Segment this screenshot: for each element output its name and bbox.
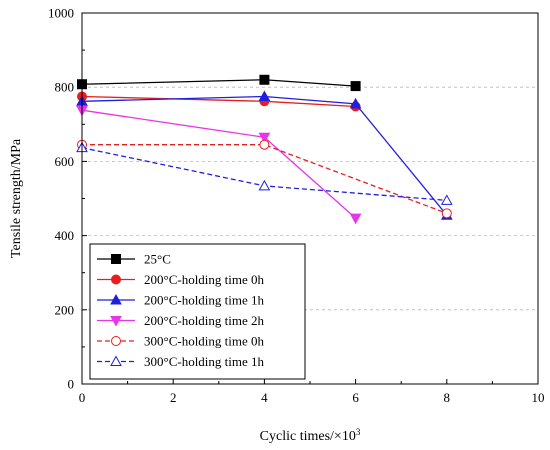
series-line-1 [81, 79, 356, 87]
legend-marker-5 [111, 336, 121, 346]
legend-label-3: 200°C-holding time 1h [144, 293, 265, 308]
y-tick-label-0: 0 [68, 377, 75, 392]
series-line-3 [81, 95, 448, 216]
data-point-s3-x4 [258, 90, 271, 101]
legend-box [89, 243, 306, 380]
data-point-s4-x4 [258, 132, 271, 144]
data-point-s5-x4 [259, 139, 270, 150]
x-tick-label-4: 4 [261, 390, 268, 405]
series-layer [76, 74, 453, 225]
legend-label-5: 300°C-holding time 0h [144, 334, 265, 349]
data-point-s3-x6 [349, 97, 362, 109]
x-tick-label-10: 10 [532, 390, 545, 405]
series-2 [77, 91, 361, 112]
legend-label-6: 300°C-holding time 1h [144, 354, 265, 369]
legend-marker-1 [111, 254, 121, 264]
legend-label-2: 200°C-holding time 0h [144, 272, 265, 287]
legend-marker-6 [110, 355, 122, 366]
series-3 [76, 90, 453, 220]
x-tick-label-2: 2 [170, 390, 177, 405]
series-4 [76, 105, 362, 225]
y-axis-title: Tensile strength/MPa [9, 138, 24, 258]
y-tick-label-200: 200 [55, 302, 75, 317]
data-point-s4-x6 [349, 213, 362, 225]
legend-label-4: 200°C-holding time 2h [144, 313, 265, 328]
series-line-6 [81, 147, 447, 202]
data-point-s6-x4 [258, 179, 271, 191]
x-tick-label-0: 0 [79, 390, 86, 405]
y-tick-label-600: 600 [55, 154, 75, 169]
y-tick-label-800: 800 [55, 80, 75, 95]
data-point-s1-x4 [259, 74, 270, 85]
legend-marker-2 [111, 274, 121, 285]
data-point-s5-x8 [441, 208, 452, 219]
series-1 [77, 74, 361, 92]
legend: 25°C 200°C-holding time 0h 200°C-holding t… [89, 243, 306, 380]
y-tick-label-400: 400 [55, 228, 75, 243]
x-tick-label-6: 6 [352, 390, 359, 405]
x-axis-title: Cyclic times/×103 [260, 427, 361, 444]
grid-lines [82, 86, 538, 311]
y-tick-label-1000: 1000 [48, 6, 74, 21]
data-point-s1-x6 [350, 81, 361, 92]
legend-marker-4 [110, 316, 122, 327]
axis-ticks: 0 2 4 6 8 10 0 200 400 600 800 1000 [48, 6, 545, 406]
series-line-5 [82, 144, 448, 214]
x-tick-label-8: 8 [444, 390, 451, 405]
legend-label-1: 25°C [144, 252, 171, 267]
legend-marker-3 [110, 293, 122, 305]
data-point-s6-x8 [440, 194, 453, 205]
